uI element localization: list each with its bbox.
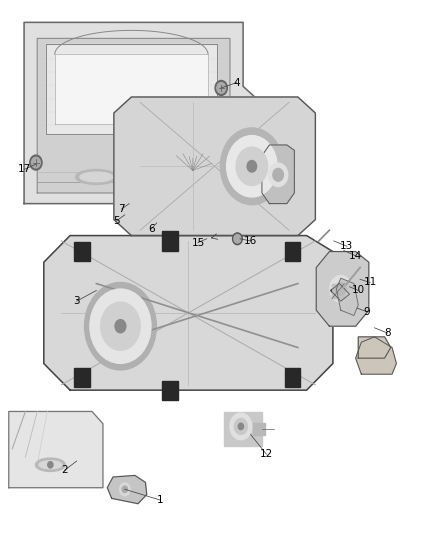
Bar xyxy=(253,423,265,435)
Ellipse shape xyxy=(39,461,62,469)
Ellipse shape xyxy=(76,169,117,184)
Circle shape xyxy=(234,235,241,243)
Text: 13: 13 xyxy=(340,241,353,251)
Text: 16: 16 xyxy=(244,236,257,246)
Text: 6: 6 xyxy=(148,224,155,234)
Bar xyxy=(162,381,178,400)
Text: 2: 2 xyxy=(61,465,68,475)
Polygon shape xyxy=(336,278,358,316)
Polygon shape xyxy=(46,44,217,134)
Text: 1: 1 xyxy=(156,495,163,505)
Circle shape xyxy=(215,80,227,95)
Circle shape xyxy=(101,302,140,350)
Bar xyxy=(162,231,178,251)
Circle shape xyxy=(220,128,283,205)
Bar xyxy=(285,368,300,387)
Circle shape xyxy=(32,157,40,168)
Polygon shape xyxy=(114,97,315,236)
Polygon shape xyxy=(55,54,208,124)
Circle shape xyxy=(273,168,283,181)
Circle shape xyxy=(217,83,226,93)
Text: 3: 3 xyxy=(73,296,80,306)
Circle shape xyxy=(330,276,352,302)
Bar xyxy=(225,411,261,447)
Polygon shape xyxy=(316,252,369,326)
Polygon shape xyxy=(9,411,103,488)
Circle shape xyxy=(120,483,130,496)
Circle shape xyxy=(90,289,151,364)
Text: 7: 7 xyxy=(118,204,125,214)
Polygon shape xyxy=(356,337,396,374)
Circle shape xyxy=(234,418,247,434)
Polygon shape xyxy=(24,22,261,209)
Text: 12: 12 xyxy=(260,449,273,459)
Circle shape xyxy=(48,462,53,468)
Ellipse shape xyxy=(35,458,65,471)
Bar xyxy=(332,284,344,298)
Circle shape xyxy=(268,163,288,187)
Circle shape xyxy=(30,155,42,170)
Polygon shape xyxy=(262,145,294,204)
Bar xyxy=(74,368,90,387)
Text: 15: 15 xyxy=(191,238,205,247)
Text: 9: 9 xyxy=(364,307,371,317)
Bar xyxy=(74,242,90,261)
Text: 4: 4 xyxy=(233,78,240,87)
Polygon shape xyxy=(37,38,243,193)
Text: 11: 11 xyxy=(364,278,377,287)
Circle shape xyxy=(226,135,277,197)
Text: 5: 5 xyxy=(113,216,120,226)
Text: 10: 10 xyxy=(352,286,365,295)
Circle shape xyxy=(85,282,156,370)
Circle shape xyxy=(336,282,346,295)
Circle shape xyxy=(247,160,257,172)
Ellipse shape xyxy=(80,172,113,182)
Circle shape xyxy=(236,147,268,185)
Polygon shape xyxy=(107,475,147,504)
Polygon shape xyxy=(358,337,391,358)
Circle shape xyxy=(122,486,127,492)
Circle shape xyxy=(230,413,252,440)
Bar xyxy=(285,242,300,261)
Text: 8: 8 xyxy=(384,328,391,338)
Text: 14: 14 xyxy=(349,251,362,261)
Circle shape xyxy=(233,233,242,245)
Text: 17: 17 xyxy=(18,165,31,174)
Circle shape xyxy=(238,423,244,430)
Polygon shape xyxy=(331,284,350,301)
Polygon shape xyxy=(44,236,333,390)
Circle shape xyxy=(115,320,126,333)
